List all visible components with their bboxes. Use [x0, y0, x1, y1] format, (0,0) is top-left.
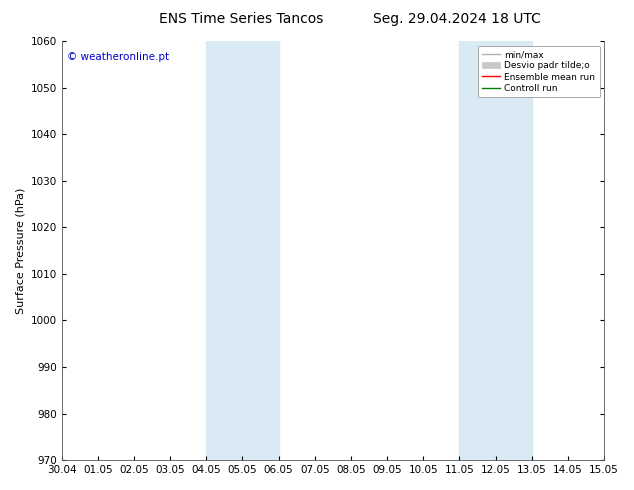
Text: Seg. 29.04.2024 18 UTC: Seg. 29.04.2024 18 UTC: [373, 12, 540, 26]
Legend: min/max, Desvio padr tilde;o, Ensemble mean run, Controll run: min/max, Desvio padr tilde;o, Ensemble m…: [478, 46, 600, 98]
Text: ENS Time Series Tancos: ENS Time Series Tancos: [158, 12, 323, 26]
Bar: [460, 41, 532, 460]
Bar: [206, 41, 279, 460]
Text: © weatheronline.pt: © weatheronline.pt: [67, 51, 169, 62]
Y-axis label: Surface Pressure (hPa): Surface Pressure (hPa): [15, 187, 25, 314]
